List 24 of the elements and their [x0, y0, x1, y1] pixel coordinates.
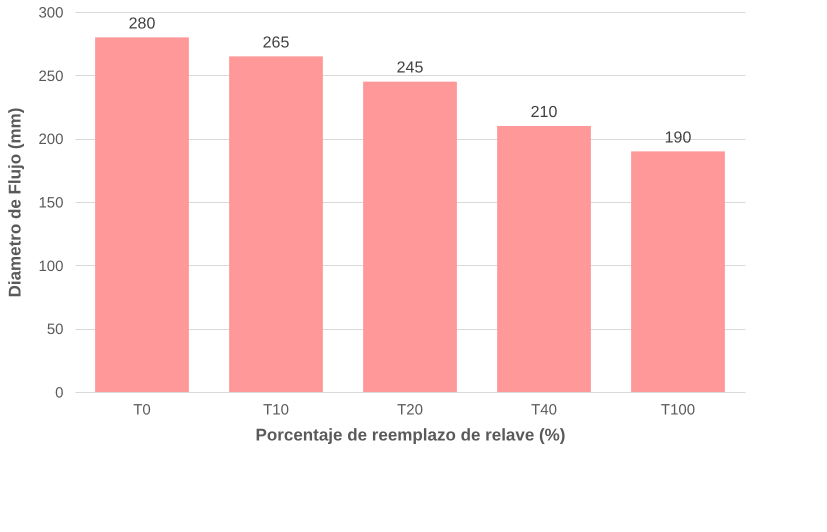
x-tick-label: T40 [531, 402, 557, 418]
y-tick-label: 250 [38, 68, 64, 85]
data-label: 210 [530, 104, 558, 121]
y-axis-title: Diametro de Flujo (mm) [5, 108, 24, 298]
bar [95, 37, 189, 392]
x-tick-label: T10 [263, 402, 289, 418]
bar [497, 126, 591, 392]
y-tick-label: 100 [38, 258, 64, 275]
y-tick-label: 200 [38, 131, 64, 148]
data-label: 245 [396, 60, 424, 77]
y-tick-label: 150 [38, 194, 64, 212]
x-axis-title: Porcentaje de reemplazo de relave (%) [256, 426, 566, 444]
y-tick-label: 50 [46, 321, 64, 338]
x-tick-label: T0 [133, 402, 151, 418]
x-tick-label: T100 [660, 402, 696, 418]
data-label: 265 [262, 34, 290, 52]
y-tick-label: 300 [38, 4, 64, 22]
data-label: 280 [128, 15, 156, 32]
data-label: 190 [664, 129, 692, 146]
x-tick-label: T20 [397, 402, 423, 418]
y-tick-label: 0 [55, 384, 64, 402]
bar [229, 56, 323, 392]
bar [631, 151, 725, 392]
bar [363, 82, 457, 392]
